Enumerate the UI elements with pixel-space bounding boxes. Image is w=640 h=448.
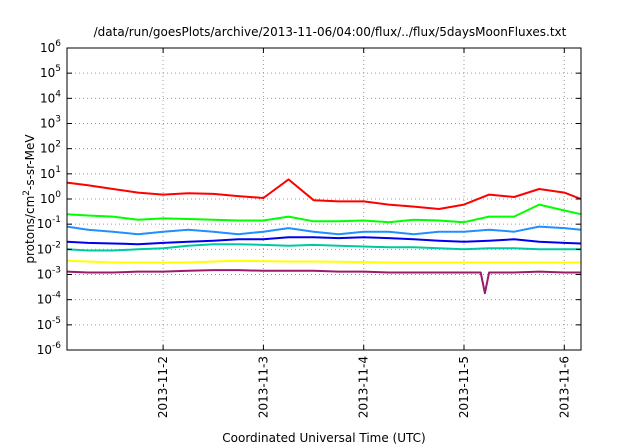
plot-frame [66, 47, 582, 351]
series-line-4 [66, 236, 582, 246]
x-tick-label: 2013-11-4 [357, 356, 371, 418]
series-line-2 [66, 203, 582, 224]
x-tick-label: 2013-11-6 [557, 356, 571, 418]
y-tick-label: 105 [40, 64, 61, 80]
chart-title: /data/run/goesPlots/archive/2013-11-06/0… [94, 25, 567, 39]
series-line-7 [66, 269, 581, 295]
y-tick-label: 10-5 [37, 316, 61, 332]
series-group [66, 178, 582, 295]
y-axis-label-exponent: 2 [22, 190, 32, 196]
x-axis-label: Coordinated Universal Time (UTC) [222, 431, 425, 445]
y-tick-label: 10-3 [37, 266, 61, 282]
x-tick-label: 2013-11-3 [256, 356, 270, 418]
x-tick-label: 2013-11-5 [457, 356, 471, 418]
y-tick-label: 102 [40, 140, 61, 156]
y-tick-label: 101 [40, 165, 61, 181]
y-tick-label: 104 [40, 89, 61, 105]
series-line-5 [66, 243, 581, 252]
y-tick-label: 100 [40, 190, 61, 206]
x-tick-label: 2013-11-2 [156, 356, 170, 418]
series-line-6 [66, 259, 581, 264]
series-line-1 [66, 178, 582, 210]
y-tick-label: 10-2 [37, 240, 61, 256]
y-tick-label: 103 [40, 115, 61, 131]
x-axis-ticks: 2013-11-2 2013-11-3 2013-11-4 2013-11-5 2013… [156, 48, 571, 418]
y-tick-label: 10-6 [37, 341, 62, 357]
grid [67, 48, 581, 350]
y-tick-label: 10-4 [37, 291, 62, 307]
series-line-3 [66, 225, 582, 236]
y-axis-ticks: 106 105 104 103 102 101 100 10-1 10-2 10-3 10-4 10-… [37, 39, 581, 357]
y-tick-label: 10-1 [37, 215, 61, 231]
y-axis-label-main: protons/cm [23, 196, 37, 264]
y-tick-label: 106 [40, 39, 61, 55]
y-axis-label-suffix: -s-sr-MeV [23, 134, 37, 190]
y-axis-label: protons/cm2-s-sr-MeV [22, 134, 37, 264]
